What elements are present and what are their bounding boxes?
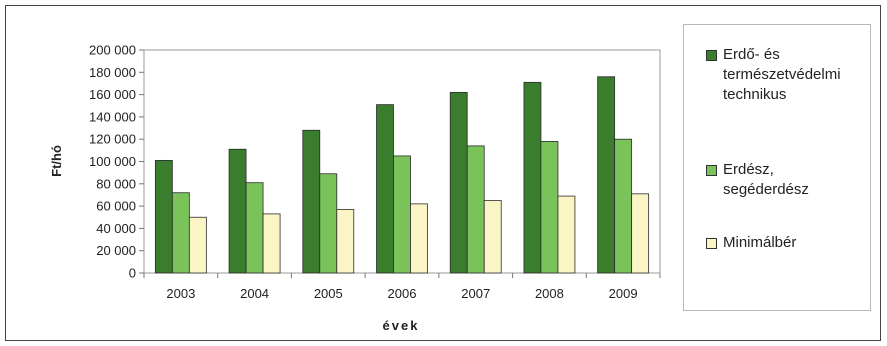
bar-1-2003 <box>154 159 173 274</box>
y-axis: 0 20 000 40 000 60 000 80 000 100 000 120 000 1… <box>89 43 144 281</box>
bar-3-2009 <box>631 193 650 274</box>
y-tick-label: 200 000 <box>89 43 136 58</box>
legend-swatch <box>706 165 717 176</box>
bar-3-2004 <box>262 213 281 274</box>
legend-item: Erdész, segéderdész <box>706 160 809 200</box>
bar-2-2003 <box>171 192 190 274</box>
legend-item: Minimálbér <box>706 233 796 253</box>
y-tick-label: 160 000 <box>89 87 136 102</box>
bar-3-2007 <box>483 200 502 274</box>
x-tick-label: 2006 <box>388 286 417 301</box>
bars <box>154 76 650 274</box>
bar-3-2003 <box>188 216 207 274</box>
bar-2-2007 <box>466 145 485 274</box>
bar-1-2007 <box>449 91 468 274</box>
bar-1-2009 <box>597 76 616 274</box>
legend-swatch <box>706 238 717 249</box>
bar-3-2005 <box>336 209 355 274</box>
legend-label: Minimálbér <box>723 234 797 251</box>
bar-2-2004 <box>245 182 264 274</box>
legend-label: Erdész, segéderdész <box>723 161 809 198</box>
bar-chart: 0 20 000 40 000 60 000 80 000 100 000 120 000 1… <box>49 43 661 333</box>
y-tick-label: 0 <box>129 266 136 281</box>
bar-1-2004 <box>228 148 247 274</box>
y-tick-label: 60 000 <box>96 199 136 214</box>
x-tick-label: 2009 <box>609 286 638 301</box>
legend: Erdő- és természetvédelmi technikus Erdés… <box>683 24 871 311</box>
bar-1-2005 <box>302 129 321 274</box>
bar-2-2008 <box>540 141 559 274</box>
bar-2-2005 <box>319 173 338 274</box>
chart-frame: 0 20 000 40 000 60 000 80 000 100 000 120 000 1… <box>5 5 881 341</box>
x-tick-label: 2004 <box>240 286 269 301</box>
y-tick-label: 120 000 <box>89 132 136 147</box>
legend-label: Erdő- és természetvédelmi technikus <box>723 46 841 103</box>
y-tick-label: 40 000 <box>96 221 136 236</box>
y-tick-label: 20 000 <box>96 243 136 258</box>
legend-item: Erdő- és természetvédelmi technikus <box>706 45 841 105</box>
y-tick-label: 140 000 <box>89 109 136 124</box>
bar-2-2009 <box>614 138 633 274</box>
x-tick-label: 2008 <box>535 286 564 301</box>
x-tick-label: 2007 <box>461 286 490 301</box>
x-tick-label: 2005 <box>314 286 343 301</box>
x-tick-label: 2003 <box>166 286 195 301</box>
x-axis-title: évek <box>383 318 420 333</box>
bar-1-2008 <box>523 81 542 274</box>
y-axis-title: Ft/hó <box>49 145 64 177</box>
y-tick-label: 80 000 <box>96 176 136 191</box>
bar-3-2006 <box>410 203 428 274</box>
bar-1-2006 <box>376 104 394 274</box>
legend-swatch <box>706 50 717 61</box>
bar-2-2006 <box>393 155 411 274</box>
y-tick-label: 100 000 <box>89 154 136 169</box>
bar-3-2008 <box>557 195 576 274</box>
x-axis: 2003 2004 2005 2006 2007 2008 2009 <box>143 273 661 301</box>
y-tick-label: 180 000 <box>89 65 136 80</box>
